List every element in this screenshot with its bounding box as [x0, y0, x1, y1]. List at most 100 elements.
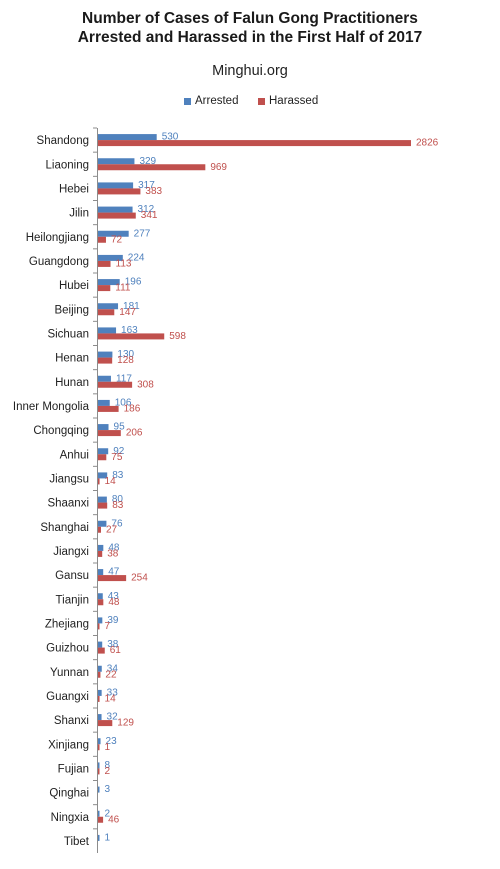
chart-subtitle: Minghui.org [212, 63, 288, 79]
bar-arrested-hubei [98, 279, 120, 286]
bar-arrested-yunnan [98, 665, 102, 672]
bar-harassed-jiangxi [98, 550, 103, 557]
bar-arrested-guizhou [98, 641, 103, 648]
bar-harassed-hubei [98, 285, 111, 292]
category-label-yunnan: Yunnan [50, 667, 89, 679]
category-label-guangdong: Guangdong [29, 256, 89, 268]
legend-swatch-arrested [184, 97, 191, 105]
bar-arrested-fujian [98, 762, 100, 769]
legend-item-harassed: Harassed [258, 95, 318, 107]
bar-harassed-zhejiang [98, 623, 100, 630]
data-label-arrested-henan: 130 [117, 349, 134, 360]
data-label-arrested-guizhou: 38 [107, 639, 119, 650]
bar-arrested-heilongjiang [98, 230, 129, 237]
bar-harassed-heilongjiang [98, 236, 106, 243]
bar-arrested-chongqing [98, 424, 109, 431]
data-label-arrested-shanghai: 76 [111, 518, 123, 529]
bar-arrested-shanxi [98, 714, 102, 721]
category-label-inner-mongolia: Inner Mongolia [13, 401, 90, 413]
data-label-arrested-jiangsu: 83 [112, 470, 124, 481]
data-label-harassed-shaanxi: 83 [112, 500, 124, 511]
data-label-harassed-guangxi: 14 [105, 693, 117, 704]
data-label-arrested-hebei: 317 [138, 180, 155, 191]
bar-harassed-tianjin [98, 599, 104, 606]
bar-harassed-sichuan [98, 333, 165, 340]
data-label-arrested-fujian: 8 [105, 760, 111, 771]
data-label-harassed-jiangsu: 14 [105, 476, 117, 487]
bar-arrested-jiangxi [98, 544, 104, 551]
data-label-arrested-inner-mongolia: 106 [115, 397, 132, 408]
data-label-arrested-shanxi: 32 [107, 712, 119, 723]
data-label-harassed-guangdong: 113 [116, 258, 132, 269]
category-label-shanxi: Shanxi [54, 715, 89, 727]
bar-harassed-guangdong [98, 260, 111, 267]
category-label-shandong: Shandong [37, 135, 89, 147]
data-label-arrested-hunan: 117 [116, 373, 132, 384]
bar-harassed-guizhou [98, 647, 105, 654]
data-label-harassed-shandong: 2826 [416, 138, 439, 149]
bar-harassed-gansu [98, 575, 127, 582]
category-label-liaoning: Liaoning [46, 159, 89, 171]
bar-arrested-jilin [98, 206, 133, 213]
bar-arrested-shandong [98, 134, 157, 141]
category-label-sichuan: Sichuan [47, 328, 89, 340]
bar-arrested-shanghai [98, 520, 107, 527]
bar-harassed-fujian [98, 768, 100, 775]
category-label-gansu: Gansu [55, 570, 89, 582]
bar-harassed-beijing [98, 309, 115, 316]
data-label-harassed-chongqing: 206 [126, 428, 143, 439]
data-label-harassed-hunan: 308 [137, 379, 154, 390]
data-label-harassed-liaoning: 969 [210, 162, 227, 173]
category-label-chongqing: Chongqing [33, 425, 89, 437]
bar-arrested-jiangsu [98, 472, 108, 479]
bar-arrested-shaanxi [98, 496, 107, 503]
data-label-harassed-beijing: 147 [119, 307, 136, 318]
bar-arrested-tibet [98, 834, 100, 841]
data-label-harassed-henan: 128 [117, 355, 134, 366]
data-label-arrested-heilongjiang: 277 [134, 228, 151, 239]
category-label-henan: Henan [55, 353, 89, 365]
bar-arrested-zhejiang [98, 617, 103, 624]
bar-arrested-tianjin [98, 593, 103, 600]
data-label-arrested-liaoning: 329 [139, 156, 156, 167]
data-label-arrested-jilin: 312 [138, 204, 155, 215]
data-label-harassed-jilin: 341 [141, 210, 158, 221]
data-label-harassed-sichuan: 598 [169, 331, 186, 342]
data-label-harassed-gansu: 254 [131, 573, 148, 584]
data-label-arrested-guangdong: 224 [128, 252, 145, 263]
bar-harassed-hunan [98, 381, 133, 388]
data-label-arrested-gansu: 47 [108, 567, 120, 578]
category-label-hunan: Hunan [55, 377, 89, 389]
category-label-anhui: Anhui [60, 449, 89, 461]
bar-harassed-jilin [98, 212, 136, 219]
data-label-arrested-anhui: 92 [113, 446, 125, 457]
data-label-harassed-anhui: 75 [111, 452, 123, 463]
data-label-arrested-tibet: 1 [105, 832, 111, 843]
data-label-harassed-tianjin: 48 [108, 597, 120, 608]
data-label-arrested-qinghai: 3 [105, 784, 111, 795]
category-label-heilongjiang: Heilongjiang [26, 232, 89, 244]
bar-harassed-yunnan [98, 671, 101, 678]
data-label-harassed-xinjiang: 1 [105, 742, 111, 753]
bar-arrested-hunan [98, 375, 111, 382]
data-label-arrested-chongqing: 95 [114, 422, 126, 433]
data-label-harassed-fujian: 2 [105, 766, 111, 777]
data-label-arrested-jiangxi: 48 [108, 542, 120, 553]
bar-harassed-hebei [98, 188, 141, 195]
bar-arrested-anhui [98, 448, 109, 455]
category-label-jiangsu: Jiangsu [49, 473, 89, 485]
legend-label-harassed: Harassed [269, 95, 319, 107]
category-label-qinghai: Qinghai [49, 788, 89, 800]
category-label-tibet: Tibet [64, 836, 90, 848]
bar-harassed-shanxi [98, 720, 113, 727]
data-label-harassed-guizhou: 61 [110, 645, 122, 656]
bar-harassed-inner-mongolia [98, 405, 119, 412]
category-label-fujian: Fujian [58, 763, 89, 775]
data-label-harassed-shanghai: 27 [106, 524, 118, 535]
category-label-shaanxi: Shaanxi [47, 498, 89, 510]
data-label-harassed-hebei: 383 [145, 186, 162, 197]
data-label-arrested-shaanxi: 80 [112, 494, 124, 505]
legend-label-arrested: Arrested [195, 95, 239, 107]
data-label-arrested-zhejiang: 39 [107, 615, 119, 626]
